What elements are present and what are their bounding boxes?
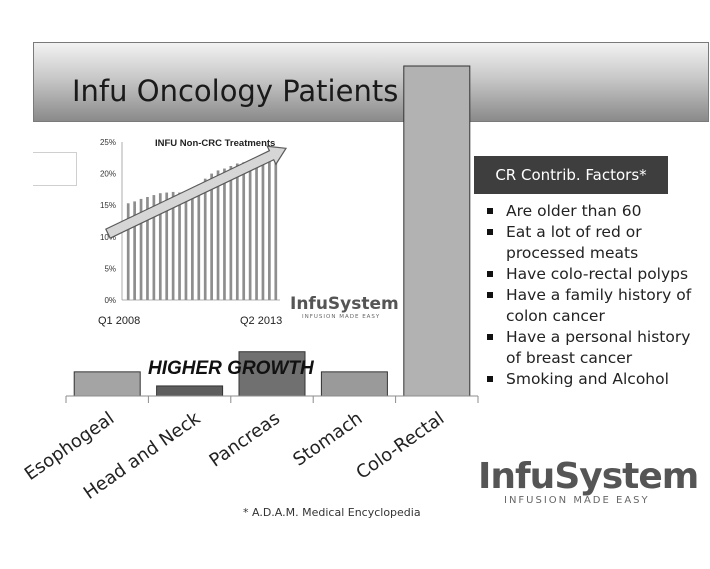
bar-pancreas (238, 351, 306, 397)
inset-bar (229, 166, 233, 300)
logo-wordmark: InfuSystem (478, 456, 699, 497)
trend-arrow (105, 145, 288, 239)
logo-tagline: INFUSION MADE EASY (302, 314, 381, 320)
logo-wordmark: InfuSystem (290, 294, 399, 314)
factor-item: Have a family history of colon cancer (484, 285, 694, 327)
inset-bar (261, 154, 265, 300)
trend-arrow-shape (105, 145, 288, 239)
bar-esophogeal (73, 371, 141, 397)
inset-y-tick-label: 25% (100, 138, 116, 147)
inset-x-start-label: Q1 2008 (98, 315, 140, 327)
inset-bar (268, 154, 271, 300)
title-bar (33, 42, 709, 122)
side-box (33, 152, 77, 186)
infusystem-logo: InfuSystem INFUSION MADE EASY (478, 456, 699, 506)
inset-x-end-label: Q2 2013 (240, 315, 282, 327)
inset-y-tick-label: 15% (100, 201, 116, 210)
inset-bar (197, 184, 201, 300)
inset-bar (178, 192, 181, 300)
cr-factors-heading: CR Contrib. Factors* (474, 156, 668, 194)
page-title: Infu Oncology Patients (72, 74, 399, 108)
inset-y-tick-label: 20% (100, 170, 116, 179)
inset-bar (191, 188, 194, 300)
inset-bar (139, 198, 143, 300)
cr-factors-list: Are older than 60 Eat a lot of red or pr… (484, 201, 694, 390)
factor-item: Have colo-rectal polyps (484, 264, 694, 285)
bar-head-and-neck (156, 385, 224, 397)
inset-bar (126, 203, 130, 300)
inset-bar (210, 173, 213, 300)
inset-bar (248, 160, 252, 300)
factor-item: Are older than 60 (484, 201, 694, 222)
inset-bar (184, 191, 188, 300)
inset-chart: 0% 5% 10% 15% 20% 25% INFU Non-CRC Treatments… (98, 138, 288, 327)
factor-item: Smoking and Alcohol (484, 369, 694, 390)
inset-bar (171, 191, 175, 300)
inset-bar (274, 155, 278, 300)
inset-bar (242, 162, 246, 300)
inset-bar (146, 196, 149, 300)
factor-item: Eat a lot of red or processed meats (484, 222, 694, 264)
inset-bar (152, 195, 156, 300)
inset-bar (235, 163, 239, 300)
inset-bar (255, 157, 258, 300)
infusystem-logo-small: InfuSystem INFUSION MADE EASY (290, 294, 399, 320)
inset-chart-title: INFU Non-CRC Treatments (155, 138, 275, 149)
inset-y-tick-label: 10% (100, 233, 116, 242)
inset-bar (165, 192, 169, 300)
inset-y-tick-label: 5% (104, 264, 116, 273)
inset-bar (216, 170, 220, 300)
inset-y-tick-label: 0% (104, 296, 116, 305)
bar-colo-rectal (403, 65, 471, 397)
inset-bar (133, 201, 136, 300)
logo-tagline: INFUSION MADE EASY (504, 495, 650, 506)
inset-bar (223, 168, 226, 300)
inset-bar (203, 178, 207, 300)
footnote: * A.D.A.M. Medical Encyclopedia (243, 506, 421, 519)
higher-growth-annotation: HIGHER GROWTH (148, 358, 314, 379)
inset-bar (158, 193, 162, 300)
factor-item: Have a personal history of breast cancer (484, 327, 694, 369)
bar-stomach (320, 371, 388, 397)
